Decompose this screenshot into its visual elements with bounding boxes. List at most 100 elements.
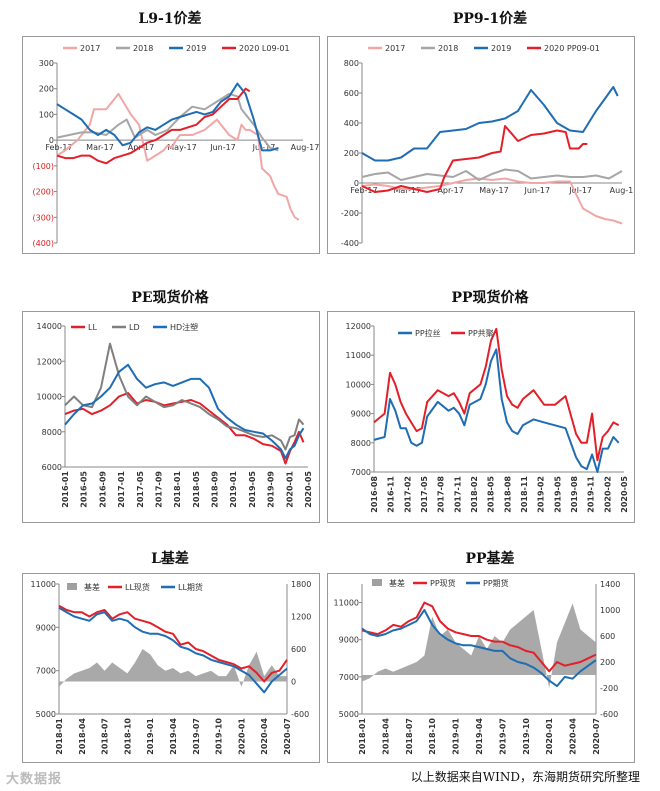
y-tick-label: 600 xyxy=(344,89,359,98)
y-tick-label: 800 xyxy=(344,59,359,68)
y-tick-label: 7000 xyxy=(339,673,359,682)
x-tick-label: 2020-07 xyxy=(283,718,292,755)
x-tick-label: 2016-05 xyxy=(80,471,89,508)
x-tick-label: 2018-01 xyxy=(358,718,367,755)
y-tick-label: 10000 xyxy=(346,380,371,389)
x-tick-label: 2018-10 xyxy=(428,718,437,755)
x-tick-label: 2018-04 xyxy=(78,718,87,755)
source-note: 以上数据来自WIND，东海期货研究所整理 xyxy=(410,770,640,784)
x-tick-label: Jun-17 xyxy=(209,143,236,152)
x-tick-label: 2019-05 xyxy=(553,476,562,513)
x-tick-label: 2019-07 xyxy=(192,718,201,755)
x-tick-label: 2017-05 xyxy=(420,476,429,513)
x-tick-label: 2020-05 xyxy=(620,476,629,513)
legend-label: 2017 xyxy=(385,44,405,53)
series-line-LL xyxy=(64,392,305,465)
x-tick-label: Feb-17 xyxy=(45,143,72,152)
right-tick-label: 600 xyxy=(291,645,306,654)
x-tick-label: 2018-01 xyxy=(55,718,64,755)
x-tick-label: 2019-11 xyxy=(587,476,596,513)
y-tick-label: 9000 xyxy=(36,623,56,632)
x-tick-label: May-17 xyxy=(479,186,508,195)
x-tick-label: 2016-08 xyxy=(370,476,379,513)
x-tick-label: 2016-01 xyxy=(61,471,70,508)
x-tick-label: 2018-04 xyxy=(381,718,390,755)
legend-label: 2020 L09-01 xyxy=(239,44,290,53)
x-tick-label: 2019-10 xyxy=(522,718,531,755)
y-tick-label: 11000 xyxy=(31,580,56,589)
legend-label: 2018 xyxy=(438,44,458,53)
x-tick-label: 2020-05 xyxy=(304,471,313,508)
x-tick-label: Mar-17 xyxy=(86,143,114,152)
y-tick-label: 0 xyxy=(354,179,359,188)
x-tick-label: 2016-11 xyxy=(387,476,396,513)
chart-title-pp-spot: PP现货价格 xyxy=(451,290,529,306)
chart-panel-l-basis: 11000 9000 7000 5000 1800 1200 600 0 -600 2018-01… xyxy=(22,573,320,763)
series-area-基差 xyxy=(59,649,287,687)
right-tick-label: 1000 xyxy=(600,606,620,615)
y-tick-label: 5000 xyxy=(36,710,56,719)
x-tick-label: 2019-10 xyxy=(215,718,224,755)
legend-label: PP共聚 xyxy=(468,329,494,338)
x-tick-label: 2017-05 xyxy=(136,471,145,508)
y-tick-label: 12000 xyxy=(37,357,62,366)
chart-l-basis: 11000 9000 7000 5000 1800 1200 600 0 -600 2018-01… xyxy=(31,580,312,755)
x-tick-label: Jul-17 xyxy=(252,143,276,152)
chart-title-pp-basis: PP基差 xyxy=(465,551,515,567)
right-tick-label: 1200 xyxy=(291,613,311,622)
legend-label: 2018 xyxy=(133,44,153,53)
chart-title-pe-spot: PE现货价格 xyxy=(131,290,209,306)
x-tick-label: Aug-17 xyxy=(610,186,634,195)
x-tick-label: 2018-02 xyxy=(470,476,479,513)
right-tick-label: 0 xyxy=(291,678,296,687)
x-tick-label: Jun-17 xyxy=(524,186,551,195)
y-tick-label: -400 xyxy=(341,239,359,248)
y-tick-label: 11000 xyxy=(334,599,359,608)
series-line-2017 xyxy=(361,177,623,225)
y-tick-label: (300) xyxy=(32,213,54,222)
x-tick-label: 2017-02 xyxy=(403,476,412,513)
x-tick-label: May-17 xyxy=(167,143,196,152)
chart-panel-pe-spot: 14000 12000 10000 8000 6000 2016-01 2016-05 201… xyxy=(22,311,320,523)
series-line-2020 L09-01 xyxy=(56,87,251,165)
y-tick-label: 200 xyxy=(344,149,359,158)
chart-title-pp9-1: PP9-1价差 xyxy=(452,11,528,27)
y-tick-label: 9000 xyxy=(339,636,359,645)
right-tick-label: 1800 xyxy=(291,580,311,589)
chart-title-l-basis: L基差 xyxy=(151,551,189,567)
y-tick-label: 11000 xyxy=(346,351,371,360)
legend-label: LL期货 xyxy=(178,582,203,592)
x-tick-label: 2018-07 xyxy=(101,718,110,755)
legend-swatch xyxy=(67,583,77,590)
series-line-PP拉丝 xyxy=(373,348,620,473)
y-tick-label: 9000 xyxy=(351,410,371,419)
series-line-LL期货 xyxy=(58,606,288,694)
x-tick-label: 2017-01 xyxy=(117,471,126,508)
series-line-PP现货 xyxy=(361,601,597,673)
watermark: 大数据报 xyxy=(6,772,63,787)
x-tick-label: 2018-01 xyxy=(173,471,182,508)
y-tick-label: 6000 xyxy=(42,463,62,472)
x-tick-label: 2019-04 xyxy=(169,718,178,755)
right-tick-label: 200 xyxy=(600,658,615,667)
chart-l9-1: 300 200 100 0 (100) (200) (300) (400) Feb-17 Mar-… xyxy=(32,44,319,248)
x-tick-label: 2018-07 xyxy=(405,718,414,755)
series-line-2017 xyxy=(56,92,300,221)
x-tick-label: 2020-04 xyxy=(569,718,578,755)
legend-swatch xyxy=(372,579,382,586)
x-tick-label: 2020-04 xyxy=(260,718,269,755)
legend-label: 2019 xyxy=(491,44,511,53)
legend-label: 2020 PP09-01 xyxy=(544,44,600,53)
y-tick-label: 12000 xyxy=(346,322,371,331)
y-tick-label: 400 xyxy=(344,119,359,128)
x-tick-label: 2019-08 xyxy=(570,476,579,513)
y-tick-label: (200) xyxy=(32,188,54,197)
x-tick-label: 2019-07 xyxy=(498,718,507,755)
x-tick-label: Mar-17 xyxy=(394,186,422,195)
x-tick-label: 2019-09 xyxy=(267,471,276,508)
x-tick-label: Feb-17 xyxy=(350,186,377,195)
x-tick-label: 2018-08 xyxy=(503,476,512,513)
y-tick-label: 7000 xyxy=(36,667,56,676)
